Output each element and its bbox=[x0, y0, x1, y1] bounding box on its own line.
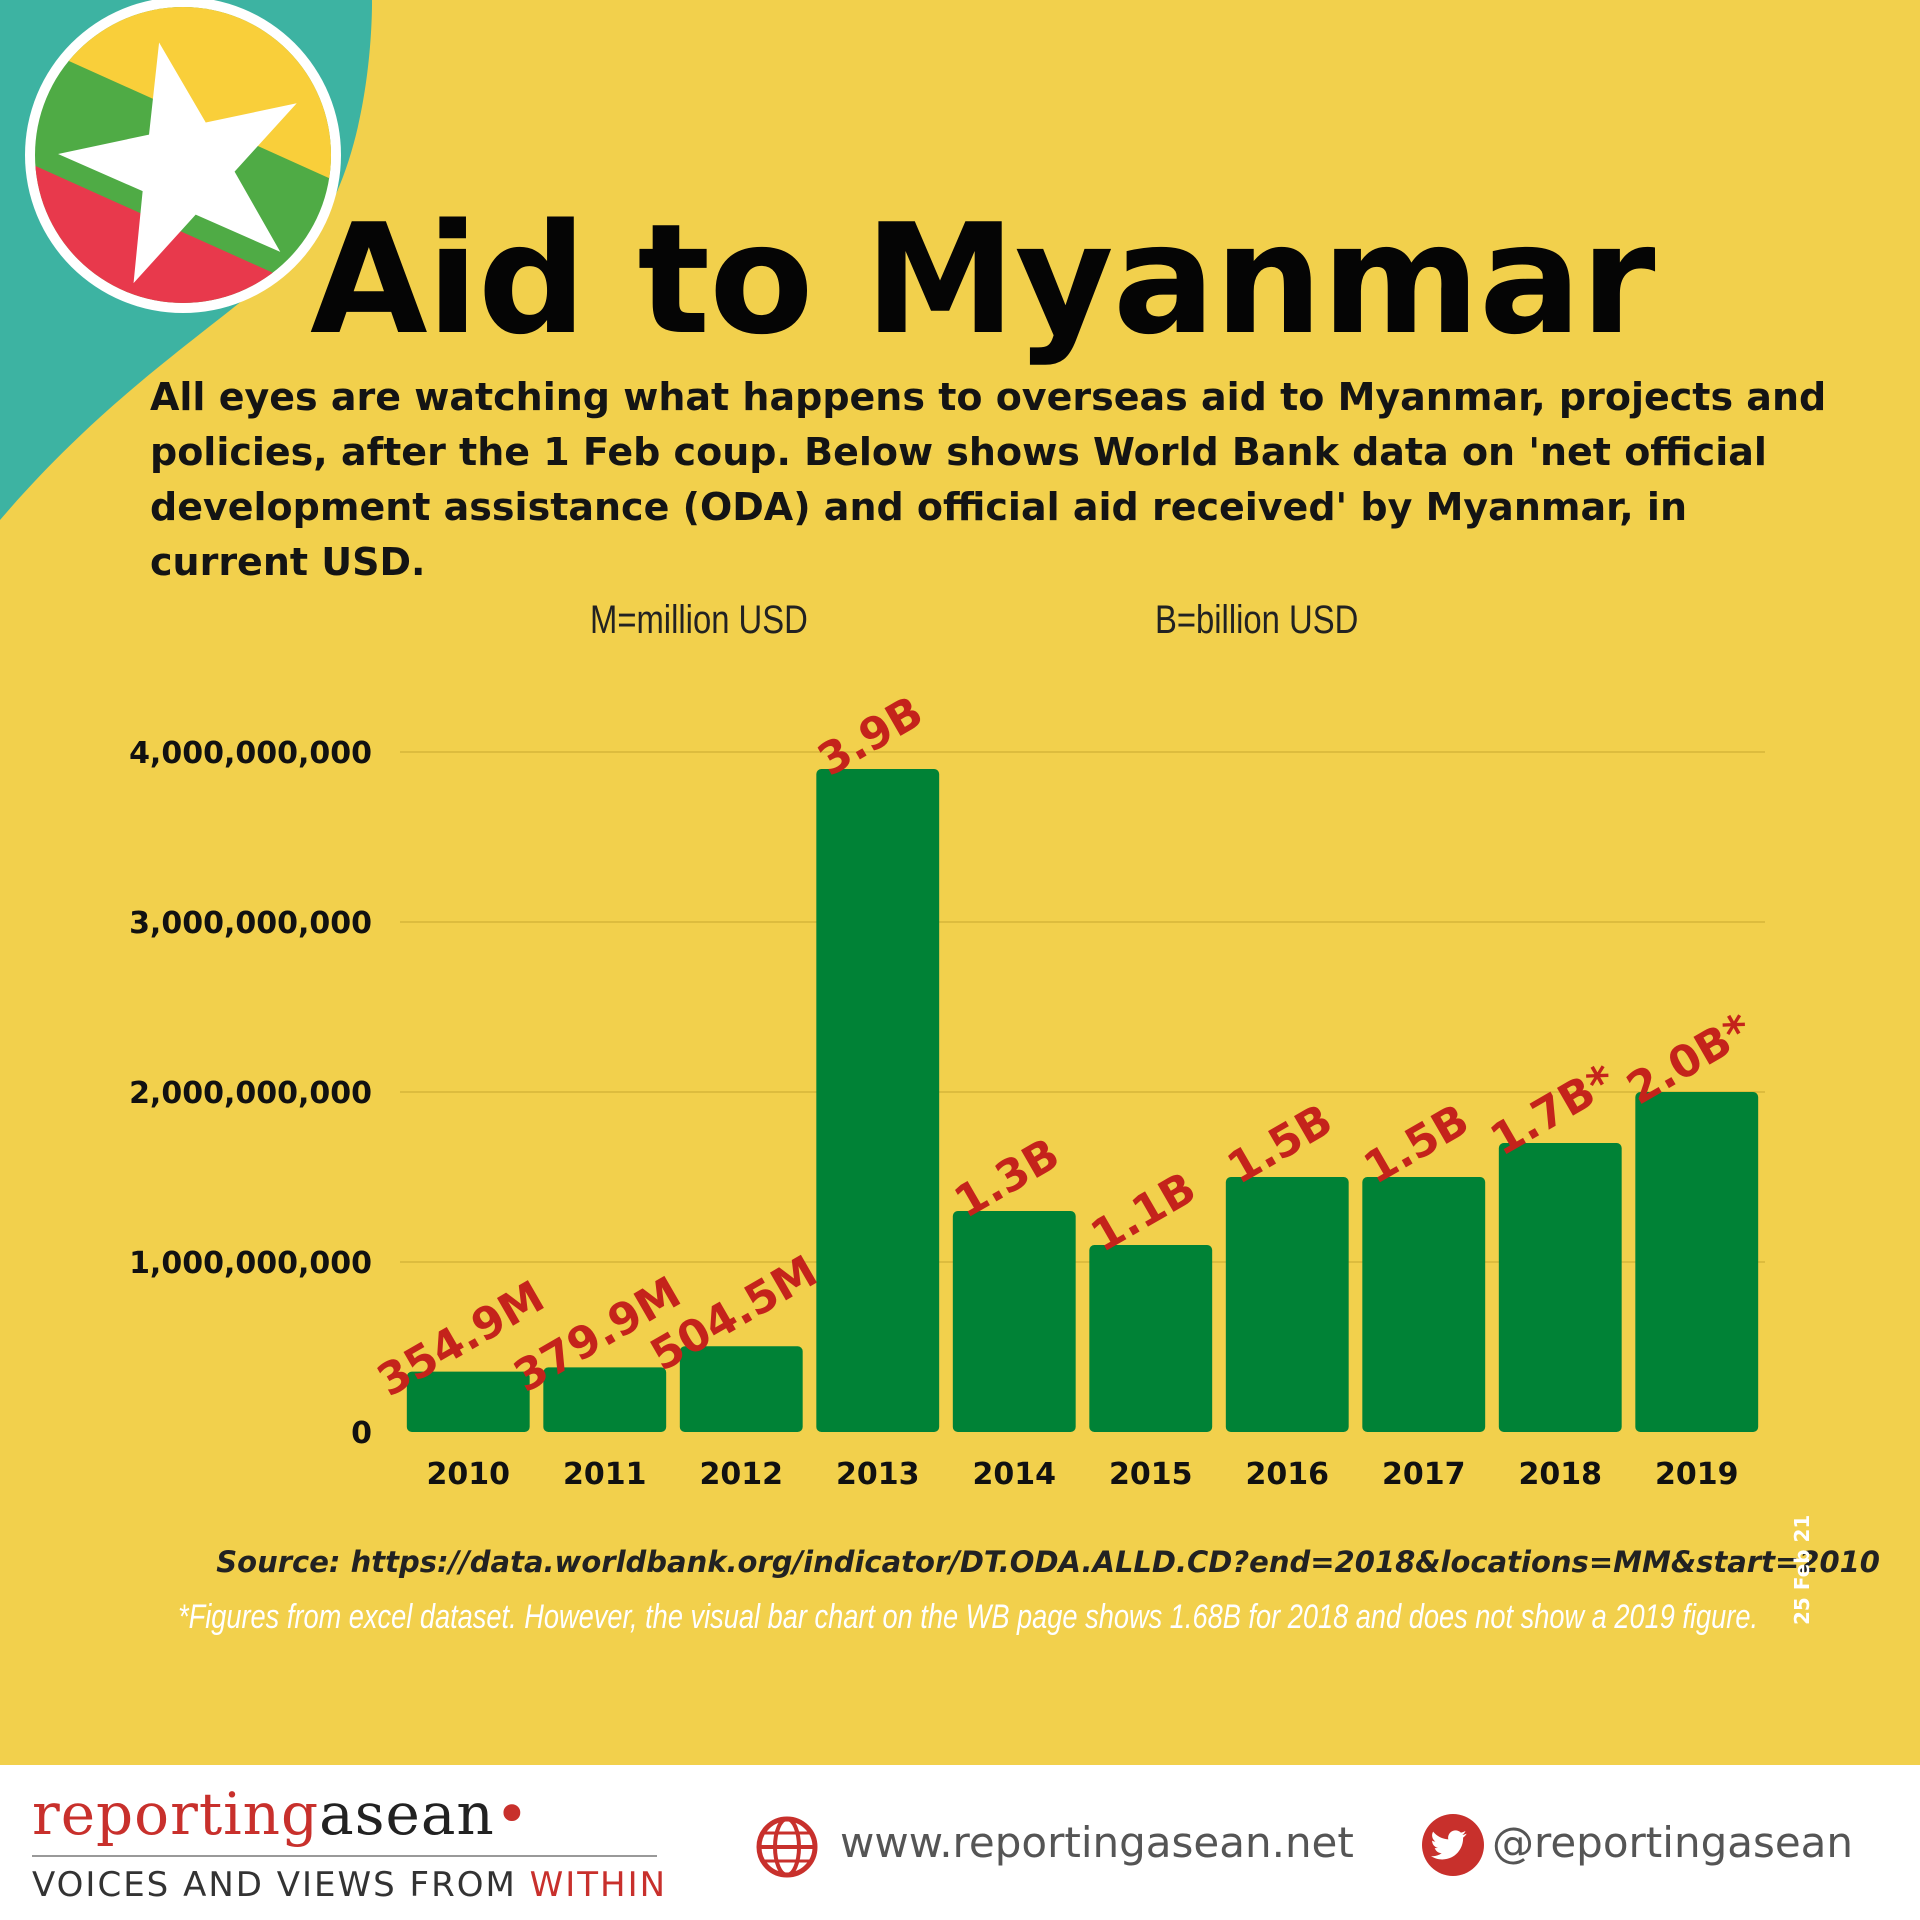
brand-part-2: asean bbox=[319, 1780, 495, 1848]
brand-logo[interactable]: reportingasean• bbox=[32, 1780, 530, 1848]
y-tick-label: 4,000,000,000 bbox=[129, 736, 372, 771]
footnote: *Figures from excel dataset. However, th… bbox=[178, 1598, 1759, 1636]
y-tick-label: 0 bbox=[351, 1416, 372, 1451]
bar-2010 bbox=[406, 1371, 530, 1432]
bar-2012 bbox=[679, 1346, 803, 1432]
bar-2016 bbox=[1225, 1177, 1349, 1432]
brand-dot-icon: • bbox=[494, 1780, 530, 1848]
tagline-part-1: VOICES AND VIEWS FROM bbox=[32, 1865, 530, 1905]
unit-legend-billion: B=billion USD bbox=[1155, 598, 1359, 642]
x-tick-label: 2019 bbox=[1655, 1457, 1739, 1492]
brand-tagline: VOICES AND VIEWS FROM WITHIN bbox=[32, 1865, 667, 1905]
publish-date: 25 Feb 21 bbox=[1790, 1514, 1814, 1625]
x-tick-label: 2010 bbox=[427, 1457, 511, 1492]
intro-text: All eyes are watching what happens to ov… bbox=[150, 375, 1827, 584]
x-tick-label: 2013 bbox=[836, 1457, 920, 1492]
x-tick-label: 2014 bbox=[973, 1457, 1057, 1492]
bar-2015 bbox=[1089, 1245, 1213, 1432]
y-tick-label: 3,000,000,000 bbox=[129, 906, 372, 941]
bar-2017 bbox=[1362, 1177, 1486, 1432]
x-tick-label: 2012 bbox=[700, 1457, 784, 1492]
x-tick-label: 2017 bbox=[1382, 1457, 1466, 1492]
x-tick-label: 2011 bbox=[563, 1457, 647, 1492]
y-tick-label: 1,000,000,000 bbox=[129, 1246, 372, 1281]
bar-2018 bbox=[1498, 1143, 1622, 1432]
unit-legend-million: M=million USD bbox=[590, 598, 808, 642]
bar-2014 bbox=[952, 1211, 1076, 1432]
divider bbox=[32, 1855, 657, 1857]
flag-pin-icon bbox=[0, 0, 373, 520]
bar-2013 bbox=[816, 769, 940, 1432]
y-tick-label: 2,000,000,000 bbox=[129, 1076, 372, 1111]
globe-icon bbox=[756, 1816, 818, 1878]
bar-2019 bbox=[1635, 1092, 1759, 1432]
tagline-part-2: WITHIN bbox=[529, 1865, 668, 1905]
brand-part-1: reporting bbox=[32, 1780, 320, 1848]
footer-bar bbox=[0, 1765, 1920, 1920]
twitter-handle[interactable]: @reportingasean bbox=[1492, 1818, 1854, 1867]
page-title: Aid to Myanmar bbox=[310, 191, 1656, 368]
star-icon bbox=[58, 42, 297, 284]
x-tick-label: 2018 bbox=[1519, 1457, 1603, 1492]
twitter-icon[interactable] bbox=[1420, 1812, 1486, 1878]
website-link[interactable]: www.reportingasean.net bbox=[840, 1818, 1354, 1867]
x-tick-label: 2015 bbox=[1109, 1457, 1193, 1492]
source-citation: Source: https://data.worldbank.org/indic… bbox=[216, 1545, 1880, 1579]
x-tick-label: 2016 bbox=[1246, 1457, 1330, 1492]
bar-2011 bbox=[543, 1367, 667, 1432]
